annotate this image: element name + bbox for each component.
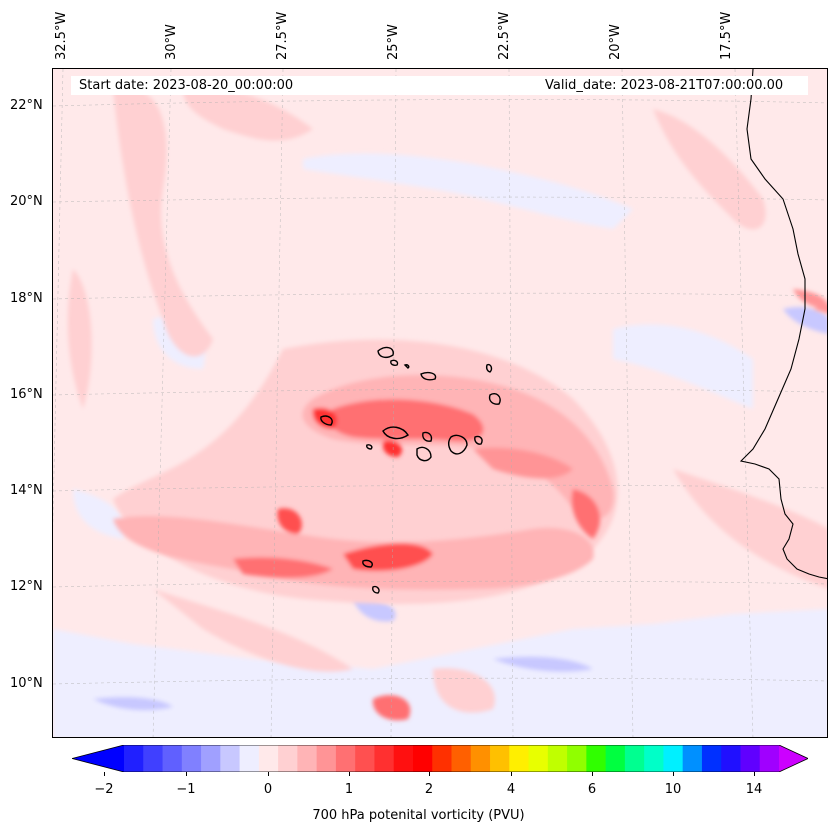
colorbar-tickmark <box>429 772 430 776</box>
colorbar-tickmark <box>104 772 105 776</box>
colorbar-segment <box>124 745 144 772</box>
colorbar-segment <box>490 745 510 772</box>
colorbar-tick-label: −2 <box>94 782 114 797</box>
colorbar-segment <box>355 745 375 772</box>
colorbar-segment <box>644 745 664 772</box>
colorbar-segment <box>451 745 472 772</box>
colorbar-segment <box>605 745 626 772</box>
colorbar-segment <box>567 745 587 772</box>
colorbar-tick-label: 10 <box>664 782 682 797</box>
lon-label-27-5w: 27.5°W <box>275 11 290 60</box>
colorbar-extend-max <box>779 745 808 772</box>
colorbar-tickmark <box>673 772 674 776</box>
map-panel <box>52 68 828 738</box>
lon-label-25w: 25°W <box>386 24 401 60</box>
colorbar-segment <box>201 745 221 772</box>
colorbar-segment <box>393 745 414 772</box>
lat-label-18n: 18°N <box>10 291 43 306</box>
colorbar-extend-min <box>72 745 124 772</box>
colorbar-tickmark <box>268 772 269 776</box>
colorbar-segment <box>528 745 549 772</box>
lon-label-20w: 20°W <box>608 24 623 60</box>
colorbar-tick-label: 4 <box>506 782 516 797</box>
date-info-bar <box>71 76 808 95</box>
lat-label-10n: 10°N <box>10 676 43 691</box>
colorbar-segment <box>220 745 241 772</box>
lat-label-22n: 22°N <box>10 98 43 113</box>
lat-label-12n: 12°N <box>10 579 43 594</box>
colorbar-segment <box>143 745 164 772</box>
pv-field-map <box>53 69 827 737</box>
colorbar-label: 700 hPa potenital vorticity (PVU) <box>312 808 525 823</box>
colorbar-segment <box>509 745 530 772</box>
colorbar-segment <box>297 745 318 772</box>
colorbar-segment <box>701 745 722 772</box>
colorbar-segment <box>470 745 491 772</box>
colorbar-segment <box>432 745 452 772</box>
lon-label-32-5w: 32.5°W <box>54 11 69 60</box>
colorbar-tickmark <box>349 772 350 776</box>
colorbar-segment <box>335 745 356 772</box>
start-date-label: Start date: 2023-08-20_00:00:00 <box>79 78 294 93</box>
colorbar-tick-label: −1 <box>176 782 196 797</box>
colorbar-tickmark <box>592 772 593 776</box>
valid-date-label: Valid_date: 2023-08-21T07:00:00.00 <box>545 78 784 93</box>
colorbar-segment <box>181 745 202 772</box>
cape-verde-islands <box>320 346 501 594</box>
colorbar-tickmark <box>186 772 187 776</box>
colorbar-graphic <box>70 744 809 773</box>
colorbar-tickmark <box>754 772 755 776</box>
colorbar-tick-label: 0 <box>263 782 273 797</box>
strong-positive-pv-regions <box>113 289 827 721</box>
colorbar <box>70 744 809 773</box>
colorbar-tick-label: 6 <box>587 782 597 797</box>
colorbar-segment <box>412 745 433 772</box>
colorbar-segment <box>258 745 279 772</box>
colorbar-segment <box>278 745 298 772</box>
lon-label-17-5w: 17.5°W <box>719 11 734 60</box>
colorbar-segment <box>316 745 337 772</box>
colorbar-segment <box>374 745 395 772</box>
lat-label-16n: 16°N <box>10 387 43 402</box>
colorbar-tickmark <box>511 772 512 776</box>
colorbar-segment <box>624 745 645 772</box>
colorbar-segment <box>239 745 260 772</box>
graticule <box>53 69 827 737</box>
lat-label-14n: 14°N <box>10 483 43 498</box>
lon-label-22-5w: 22.5°W <box>497 11 512 60</box>
colorbar-tick-label: 14 <box>745 782 763 797</box>
colorbar-segment <box>682 745 703 772</box>
colorbar-tick-label: 2 <box>424 782 434 797</box>
colorbar-segment <box>586 745 607 772</box>
lon-label-30w: 30°W <box>164 24 179 60</box>
lat-label-20n: 20°N <box>10 194 43 209</box>
colorbar-tick-label: 1 <box>344 782 354 797</box>
colorbar-segment <box>663 745 684 772</box>
colorbar-segment <box>547 745 568 772</box>
african-coastline <box>739 69 827 580</box>
colorbar-segment <box>721 745 741 772</box>
colorbar-segment <box>740 745 761 772</box>
colorbar-segment <box>759 745 780 772</box>
colorbar-segment <box>162 745 183 772</box>
